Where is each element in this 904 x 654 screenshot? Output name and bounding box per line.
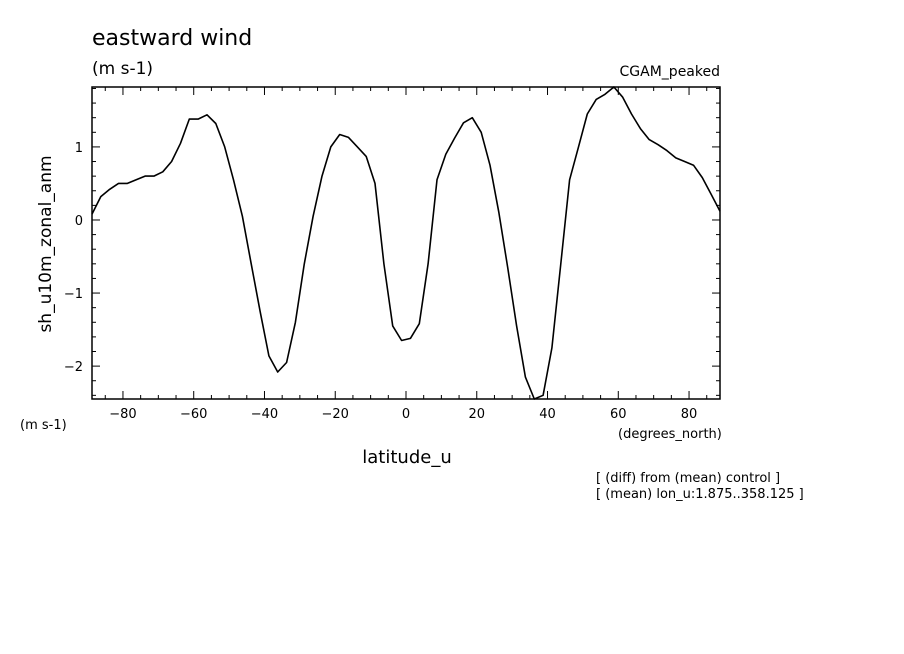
series-line <box>91 86 721 400</box>
tick-marks <box>92 87 720 399</box>
experiment-label: CGAM_peaked <box>620 64 720 80</box>
plot-frame <box>91 86 721 400</box>
y-axis-label: sh_u10m_zonal_anm <box>36 155 56 332</box>
x-tick-label: 0 <box>402 407 410 422</box>
x-axis-label: latitude_u <box>362 447 451 468</box>
note-line-1: [ (diff) from (mean) control ] <box>596 471 780 486</box>
series-group <box>91 86 721 400</box>
y-axis-units: (m s-1) <box>20 418 67 433</box>
x-tick-label: 20 <box>468 407 485 422</box>
note-line-2: [ (mean) lon_u:1.875..358.125 ] <box>596 487 804 502</box>
y-tick-label: −2 <box>64 360 83 375</box>
x-axis-units: (degrees_north) <box>618 427 722 442</box>
y-tick-label: 1 <box>75 141 83 156</box>
y-tick-label: −1 <box>64 287 83 302</box>
x-tick-label: 40 <box>539 407 556 422</box>
y-tick-label: 0 <box>75 214 83 229</box>
tick-labels: −80 −60 −40 −20 0 20 40 60 80 −2 −1 0 1 <box>64 141 697 422</box>
x-tick-label: −80 <box>109 407 136 422</box>
x-tick-label: 60 <box>610 407 627 422</box>
x-tick-label: −20 <box>322 407 349 422</box>
x-tick-label: −60 <box>180 407 207 422</box>
chart-title: eastward wind <box>92 26 252 51</box>
title-units: (m s-1) <box>92 59 153 79</box>
x-tick-label: −40 <box>251 407 278 422</box>
x-tick-label: 80 <box>681 407 698 422</box>
